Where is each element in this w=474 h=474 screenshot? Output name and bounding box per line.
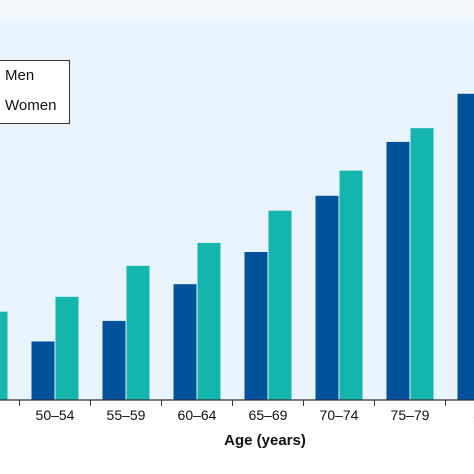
bar-women-1 (55, 296, 79, 400)
legend-label-men: Men (5, 67, 35, 84)
bar-women-6 (410, 128, 434, 400)
bar-women-5 (339, 170, 363, 400)
bar-women-0 (0, 311, 8, 400)
bar-women-2 (126, 265, 150, 400)
bar-men-6 (386, 141, 410, 400)
bar-men-4 (244, 252, 268, 400)
x-tick-label: 70–74 (320, 407, 359, 423)
x-tick-label: 75–79 (391, 407, 430, 423)
legend-label-women: Women (5, 97, 57, 114)
legend: Men Women (0, 60, 70, 124)
bar-men-3 (173, 284, 197, 400)
bar-men-7 (457, 93, 474, 401)
x-tick-label: 55–59 (107, 407, 146, 423)
bar-men-1 (31, 341, 55, 400)
bar-men-2 (102, 320, 126, 400)
bar-men-5 (315, 195, 339, 400)
bar-women-4 (268, 210, 292, 400)
x-tick-label: 60–64 (178, 407, 217, 423)
x-tick-label: 65–69 (249, 407, 288, 423)
x-axis-title: Age (years) (224, 432, 306, 449)
bar-women-3 (197, 242, 221, 400)
plot-top-strip (0, 0, 474, 20)
x-tick-label: 50–54 (36, 407, 75, 423)
